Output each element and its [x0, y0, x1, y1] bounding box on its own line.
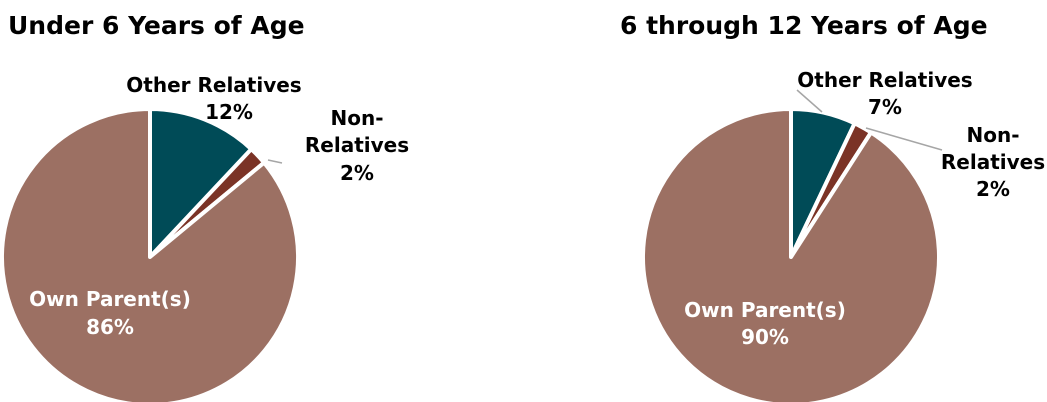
chart-right-slices — [641, 107, 941, 402]
chart-right: 6 through 12 Years of Age Other Relative… — [620, 11, 1045, 402]
chart-left-title: Under 6 Years of Age — [8, 11, 305, 40]
chart-right-value-other-relatives: 7% — [868, 95, 902, 119]
chart-left-leader-non-relatives — [267, 159, 283, 164]
chart-left-slices — [0, 107, 301, 402]
chart-left-slice-own-parent-s — [0, 107, 301, 402]
chart-left-slice-other-relatives — [148, 107, 254, 259]
chart-right-label-non-relatives-line1: Non- — [966, 123, 1019, 147]
chart-left-value-non-relatives: 2% — [340, 161, 374, 185]
chart-left-label-non-relatives-line2: Relatives — [305, 133, 409, 157]
chart-right-leader-non-relatives — [865, 127, 943, 151]
chart-left-label-own-parents: Own Parent(s) — [29, 287, 191, 311]
chart-right-value-non-relatives: 2% — [976, 177, 1010, 201]
chart-left-value-own-parents: 86% — [86, 315, 134, 339]
chart-right-label-non-relatives-line2: Relatives — [941, 150, 1045, 174]
chart-left: Under 6 Years of Age Other Relatives 12%… — [0, 11, 409, 402]
chart-right-title: 6 through 12 Years of Age — [620, 11, 988, 40]
chart-left-label-non-relatives-line1: Non- — [330, 106, 383, 130]
chart-right-label-other-relatives: Other Relatives — [797, 68, 972, 92]
chart-left-value-other-relatives: 12% — [205, 100, 253, 124]
chart-right-value-own-parents: 90% — [741, 325, 789, 349]
chart-right-leader-other-relatives — [796, 89, 823, 113]
chart-right-label-own-parents: Own Parent(s) — [684, 298, 846, 322]
chart-left-label-other-relatives: Other Relatives — [126, 73, 301, 97]
chart-right-slice-own-parent-s — [641, 107, 941, 402]
